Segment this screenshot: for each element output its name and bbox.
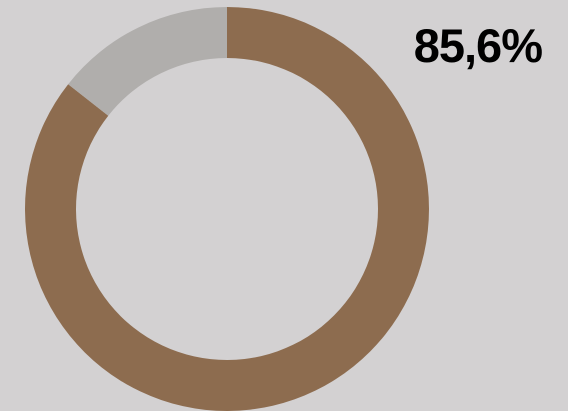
donut-ring (25, 7, 430, 411)
percentage-label: 85,6% (413, 19, 543, 72)
donut-slice-remainder (68, 7, 227, 116)
